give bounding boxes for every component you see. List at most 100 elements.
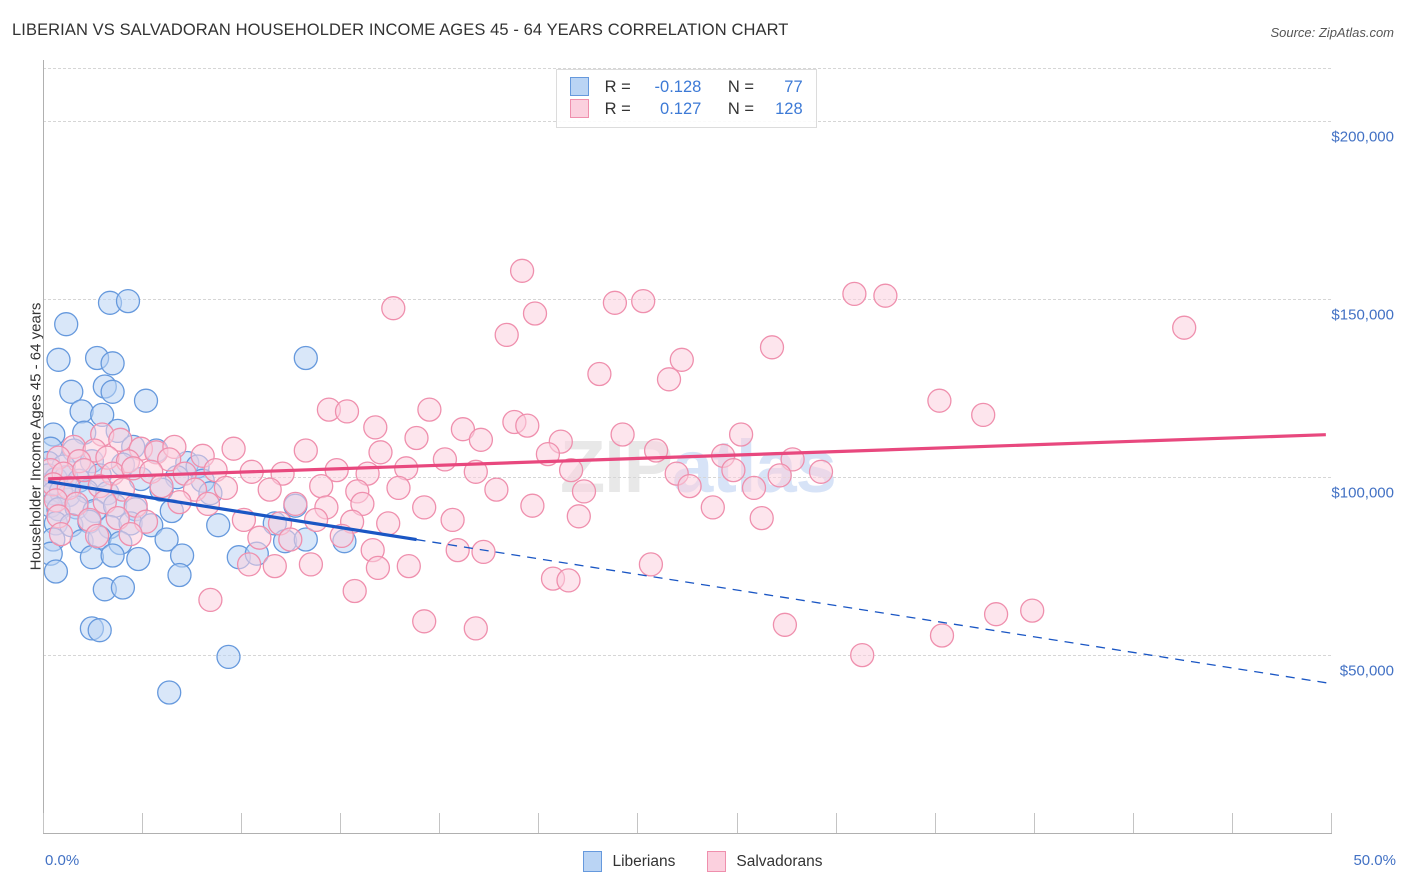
data-point [336, 400, 359, 423]
r-value-liberians: -0.128 [639, 78, 701, 97]
data-point [294, 347, 317, 370]
legend-item-salvadorans[interactable]: Salvadorans [707, 851, 822, 872]
data-point [472, 540, 495, 563]
liberians-swatch-icon [583, 851, 602, 872]
data-point [47, 348, 70, 371]
x-axis-tick [241, 813, 242, 833]
data-point [521, 494, 544, 517]
x-axis-tick [1034, 813, 1035, 833]
data-point [524, 302, 547, 325]
x-axis-tick [538, 813, 539, 833]
data-point [111, 576, 134, 599]
data-point [217, 645, 240, 668]
data-point [441, 508, 464, 531]
data-point [366, 556, 389, 579]
data-point [928, 389, 951, 412]
r-label: R = [605, 78, 635, 96]
stats-row-liberians: R = -0.128 N = 77 [570, 76, 803, 98]
data-point [405, 427, 428, 450]
data-point [199, 588, 222, 611]
data-point [670, 348, 693, 371]
data-point [730, 423, 753, 446]
y-axis-line [43, 60, 44, 833]
data-point [258, 478, 281, 501]
data-point [511, 259, 534, 282]
data-point [413, 496, 436, 519]
data-point [284, 492, 307, 515]
x-axis-tick [340, 813, 341, 833]
data-point [495, 323, 518, 346]
data-point [377, 512, 400, 535]
data-point [567, 505, 590, 528]
data-point [382, 297, 405, 320]
x-axis-line [43, 833, 1332, 834]
data-point [658, 368, 681, 391]
data-point [639, 553, 662, 576]
data-point [1021, 599, 1044, 622]
data-point [50, 523, 73, 546]
scatter-layer [43, 68, 1331, 833]
legend-label-liberians: Liberians [612, 853, 675, 871]
data-point [127, 548, 150, 571]
data-point [985, 603, 1008, 626]
data-point [101, 380, 124, 403]
data-point [369, 441, 392, 464]
data-point [168, 564, 191, 587]
data-point [207, 514, 230, 537]
data-point [1173, 316, 1196, 339]
data-point [573, 480, 596, 503]
data-point [851, 644, 874, 667]
data-point [413, 610, 436, 633]
legend-item-liberians[interactable]: Liberians [583, 851, 675, 872]
data-point [117, 290, 140, 313]
data-point [158, 681, 181, 704]
data-point [119, 523, 142, 546]
legend-label-salvadorans: Salvadorans [736, 853, 822, 871]
pink-swatch-icon [570, 99, 589, 118]
data-point [279, 528, 302, 551]
data-point [611, 423, 634, 446]
data-point [248, 526, 271, 549]
data-point [761, 336, 784, 359]
data-point [588, 363, 611, 386]
x-axis-tick [1331, 813, 1332, 833]
data-point [931, 624, 954, 647]
page-title: LIBERIAN VS SALVADORAN HOUSEHOLDER INCOM… [12, 21, 788, 40]
data-point [557, 569, 580, 592]
data-point [516, 414, 539, 437]
data-point [446, 539, 469, 562]
y-axis-title: Householder Income Ages 45 - 64 years [28, 227, 45, 647]
data-point [101, 352, 124, 375]
y-axis-tick-label: $50,000 [1340, 663, 1394, 680]
data-point [773, 613, 796, 636]
data-point [299, 553, 322, 576]
data-point [310, 475, 333, 498]
x-axis-tick [43, 813, 44, 833]
x-axis-tick [1133, 813, 1134, 833]
x-axis-tick [935, 813, 936, 833]
correlation-stats-legend: R = -0.128 N = 77 R = 0.127 N = 128 [556, 69, 817, 128]
data-point [810, 460, 833, 483]
n-value-liberians: 77 [763, 78, 803, 97]
data-point [701, 496, 724, 519]
series-legend: Liberians Salvadorans [0, 851, 1406, 872]
data-point [238, 553, 261, 576]
data-point [469, 428, 492, 451]
x-axis-tick [737, 813, 738, 833]
data-point [418, 398, 441, 421]
x-axis-tick [1232, 813, 1233, 833]
data-point [632, 290, 655, 313]
stats-row-salvadorans: R = 0.127 N = 128 [570, 98, 803, 120]
data-point [135, 389, 158, 412]
x-axis-tick [142, 813, 143, 833]
data-point [874, 284, 897, 307]
data-point [843, 282, 866, 305]
data-point [55, 313, 78, 336]
data-point [214, 476, 237, 499]
data-point [88, 619, 111, 642]
x-axis-tick [836, 813, 837, 833]
y-axis-tick-label: $100,000 [1331, 485, 1394, 502]
data-point [364, 416, 387, 439]
data-point [743, 476, 766, 499]
data-point [464, 617, 487, 640]
